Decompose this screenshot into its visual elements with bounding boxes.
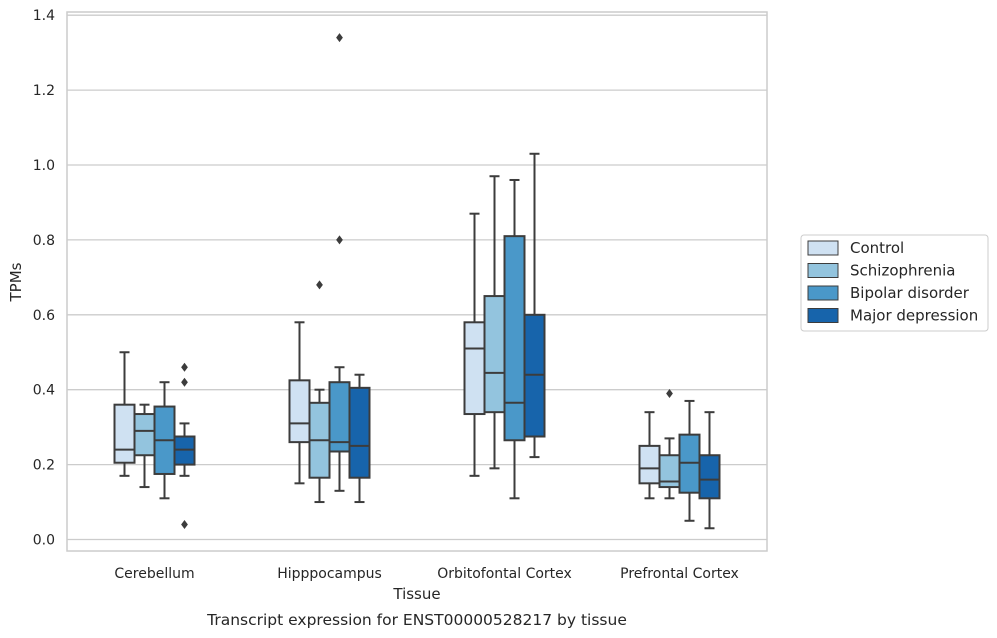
- y-tick-label: 0.8: [33, 233, 55, 249]
- box-body: [503, 235, 526, 442]
- legend-label: Schizophrenia: [850, 262, 955, 280]
- outlier-point: [316, 280, 323, 290]
- box-2-2: [503, 178, 526, 500]
- outlier-point: [336, 33, 343, 43]
- box-0-2: [153, 381, 176, 500]
- box-body: [698, 454, 721, 500]
- box-body: [288, 379, 311, 444]
- outlier-point: [181, 520, 188, 530]
- x-axis-ticks: Cerebellum Hipppocampus Orbitofontal Corte…: [114, 566, 738, 582]
- outlier-point: [336, 235, 343, 245]
- box-0-3: [173, 362, 196, 530]
- chart-caption: Transcript expression for ENST0000052821…: [206, 611, 627, 629]
- legend-frame: [800, 234, 989, 332]
- box-1-0: [288, 321, 311, 485]
- box-body: [638, 444, 661, 485]
- y-tick-label: 1.0: [33, 158, 55, 174]
- x-tick-label: Hipppocampus: [277, 566, 382, 582]
- y-tick-label: 0.0: [33, 533, 55, 549]
- legend-swatch: [807, 285, 839, 301]
- box-body: [348, 386, 371, 479]
- box-2-1: [483, 175, 506, 470]
- x-tick-label: Prefrontal Cortex: [620, 566, 739, 582]
- box-2-0: [463, 212, 486, 477]
- legend-swatch: [807, 263, 839, 278]
- box-1-2: [328, 33, 351, 492]
- plot-area-frame: [66, 11, 768, 552]
- x-tick-label: Cerebellum: [114, 566, 194, 582]
- box-3-2: [678, 399, 701, 522]
- y-tick-label: 0.2: [33, 458, 55, 474]
- box-1-1: [308, 280, 331, 504]
- box-0-1: [133, 403, 156, 489]
- box-3-0: [638, 411, 661, 500]
- box-layer: [113, 33, 721, 530]
- legend-swatch: [807, 308, 839, 323]
- legend-label: Bipolar disorder: [850, 284, 970, 302]
- y-axis-ticks: 0.0 0.2 0.4 0.6 0.8 1.0 1.2 1.4: [33, 8, 55, 548]
- legend: Control Schizophrenia Bipolar disorder Majo…: [800, 234, 989, 332]
- box-body: [133, 413, 156, 457]
- legend-label: Major depression: [850, 307, 978, 325]
- y-axis-label: TPMs: [7, 262, 25, 302]
- legend-swatch: [807, 240, 839, 256]
- box-2-3: [523, 152, 546, 459]
- box-3-1: [658, 388, 681, 500]
- x-tick-label: Orbitofontal Cortex: [437, 566, 572, 582]
- box-body: [328, 381, 351, 453]
- y-tick-label: 0.6: [33, 308, 55, 324]
- box-body: [483, 295, 506, 414]
- legend-label: Control: [850, 239, 904, 257]
- outlier-point: [181, 377, 188, 387]
- box-0-0: [113, 351, 136, 477]
- outlier-point: [181, 362, 188, 372]
- y-tick-label: 1.2: [33, 83, 55, 99]
- box-body: [113, 403, 136, 464]
- y-tick-label: 1.4: [33, 8, 55, 24]
- box-body: [463, 321, 486, 416]
- y-tick-label: 0.4: [33, 383, 55, 399]
- box-1-3: [348, 373, 371, 504]
- x-axis-label: Tissue: [392, 585, 440, 603]
- outlier-point: [666, 388, 673, 398]
- box-3-3: [698, 411, 721, 530]
